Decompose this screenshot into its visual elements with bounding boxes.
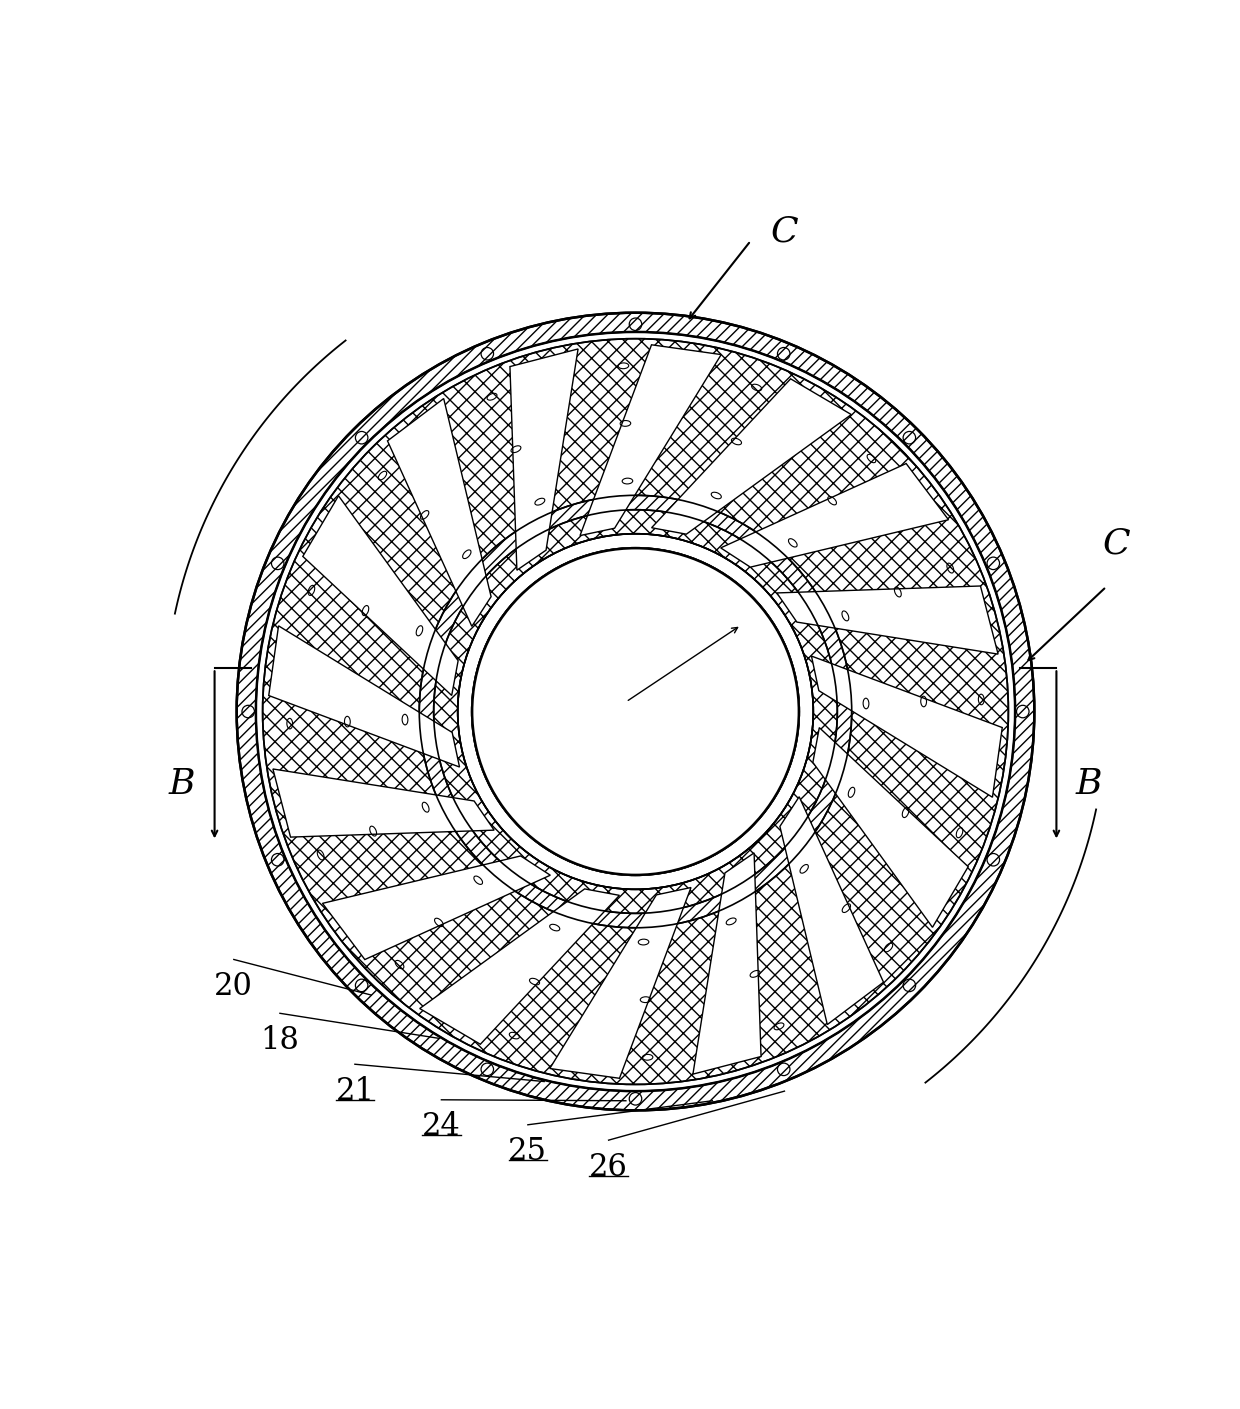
Polygon shape [580,345,722,535]
Text: C: C [1102,527,1130,561]
Text: 26: 26 [589,1151,627,1182]
Circle shape [472,548,799,875]
Polygon shape [419,889,620,1044]
Polygon shape [651,379,852,534]
Polygon shape [303,496,458,696]
Polygon shape [811,657,1002,797]
Polygon shape [387,399,491,627]
Polygon shape [549,888,691,1078]
Text: 20: 20 [215,971,253,1002]
Text: 21: 21 [335,1075,374,1106]
Circle shape [472,548,799,875]
Polygon shape [776,586,998,654]
Text: B: B [169,766,195,800]
Polygon shape [322,855,551,960]
Polygon shape [693,852,761,1074]
Text: B: B [1076,766,1102,800]
Polygon shape [510,349,578,571]
Text: C: C [770,214,799,248]
Polygon shape [269,626,460,766]
Polygon shape [273,769,495,837]
Text: 24: 24 [422,1112,461,1143]
Polygon shape [813,727,968,927]
Polygon shape [780,796,884,1024]
Polygon shape [720,464,949,568]
Text: 18: 18 [260,1024,299,1055]
Text: 25: 25 [508,1136,547,1167]
